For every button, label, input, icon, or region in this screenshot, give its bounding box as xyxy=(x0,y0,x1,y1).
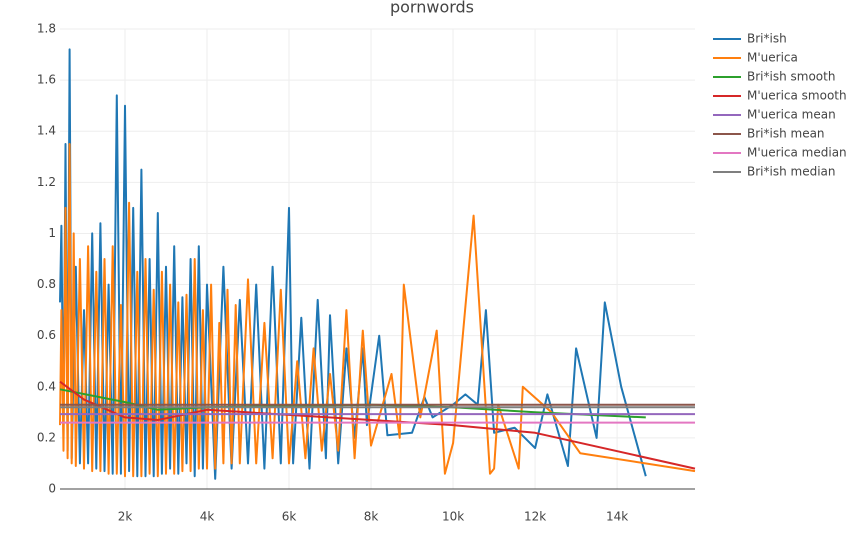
y-tick-label: 1.6 xyxy=(37,73,56,87)
legend-label: M'uerica median xyxy=(747,146,847,160)
legend-label: Bri*ish xyxy=(747,32,787,46)
legend-label: Bri*ish median xyxy=(747,165,836,179)
y-tick-label: 0.8 xyxy=(37,277,56,291)
x-tick-label: 8k xyxy=(364,510,379,524)
x-tick-label: 10k xyxy=(442,510,464,524)
y-tick-label: 0 xyxy=(48,482,56,496)
legend-label: Bri*ish mean xyxy=(747,127,825,141)
y-tick-label: 1.8 xyxy=(37,22,56,36)
x-tick-label: 4k xyxy=(200,510,215,524)
x-tick-label: 2k xyxy=(118,510,133,524)
y-tick-label: 1 xyxy=(48,226,56,240)
y-tick-label: 1.4 xyxy=(37,124,56,138)
series-line xyxy=(59,388,646,419)
legend-label: Bri*ish smooth xyxy=(747,70,835,84)
x-tick-label: 14k xyxy=(606,510,628,524)
legend-label: M'uerica mean xyxy=(747,108,836,122)
y-tick-label: 0.2 xyxy=(37,430,56,444)
x-tick-label: 6k xyxy=(282,510,297,524)
y-tick-label: 0.4 xyxy=(37,379,56,393)
y-tick-label: 0.6 xyxy=(37,328,56,342)
legend-label: M'uerica smooth xyxy=(747,89,847,103)
series-line xyxy=(59,380,696,470)
series-line xyxy=(59,143,696,478)
chart-title: pornwords xyxy=(390,0,474,17)
x-tick-label: 12k xyxy=(524,510,546,524)
legend-label: M'uerica xyxy=(747,51,798,65)
y-tick-label: 1.2 xyxy=(37,175,56,189)
